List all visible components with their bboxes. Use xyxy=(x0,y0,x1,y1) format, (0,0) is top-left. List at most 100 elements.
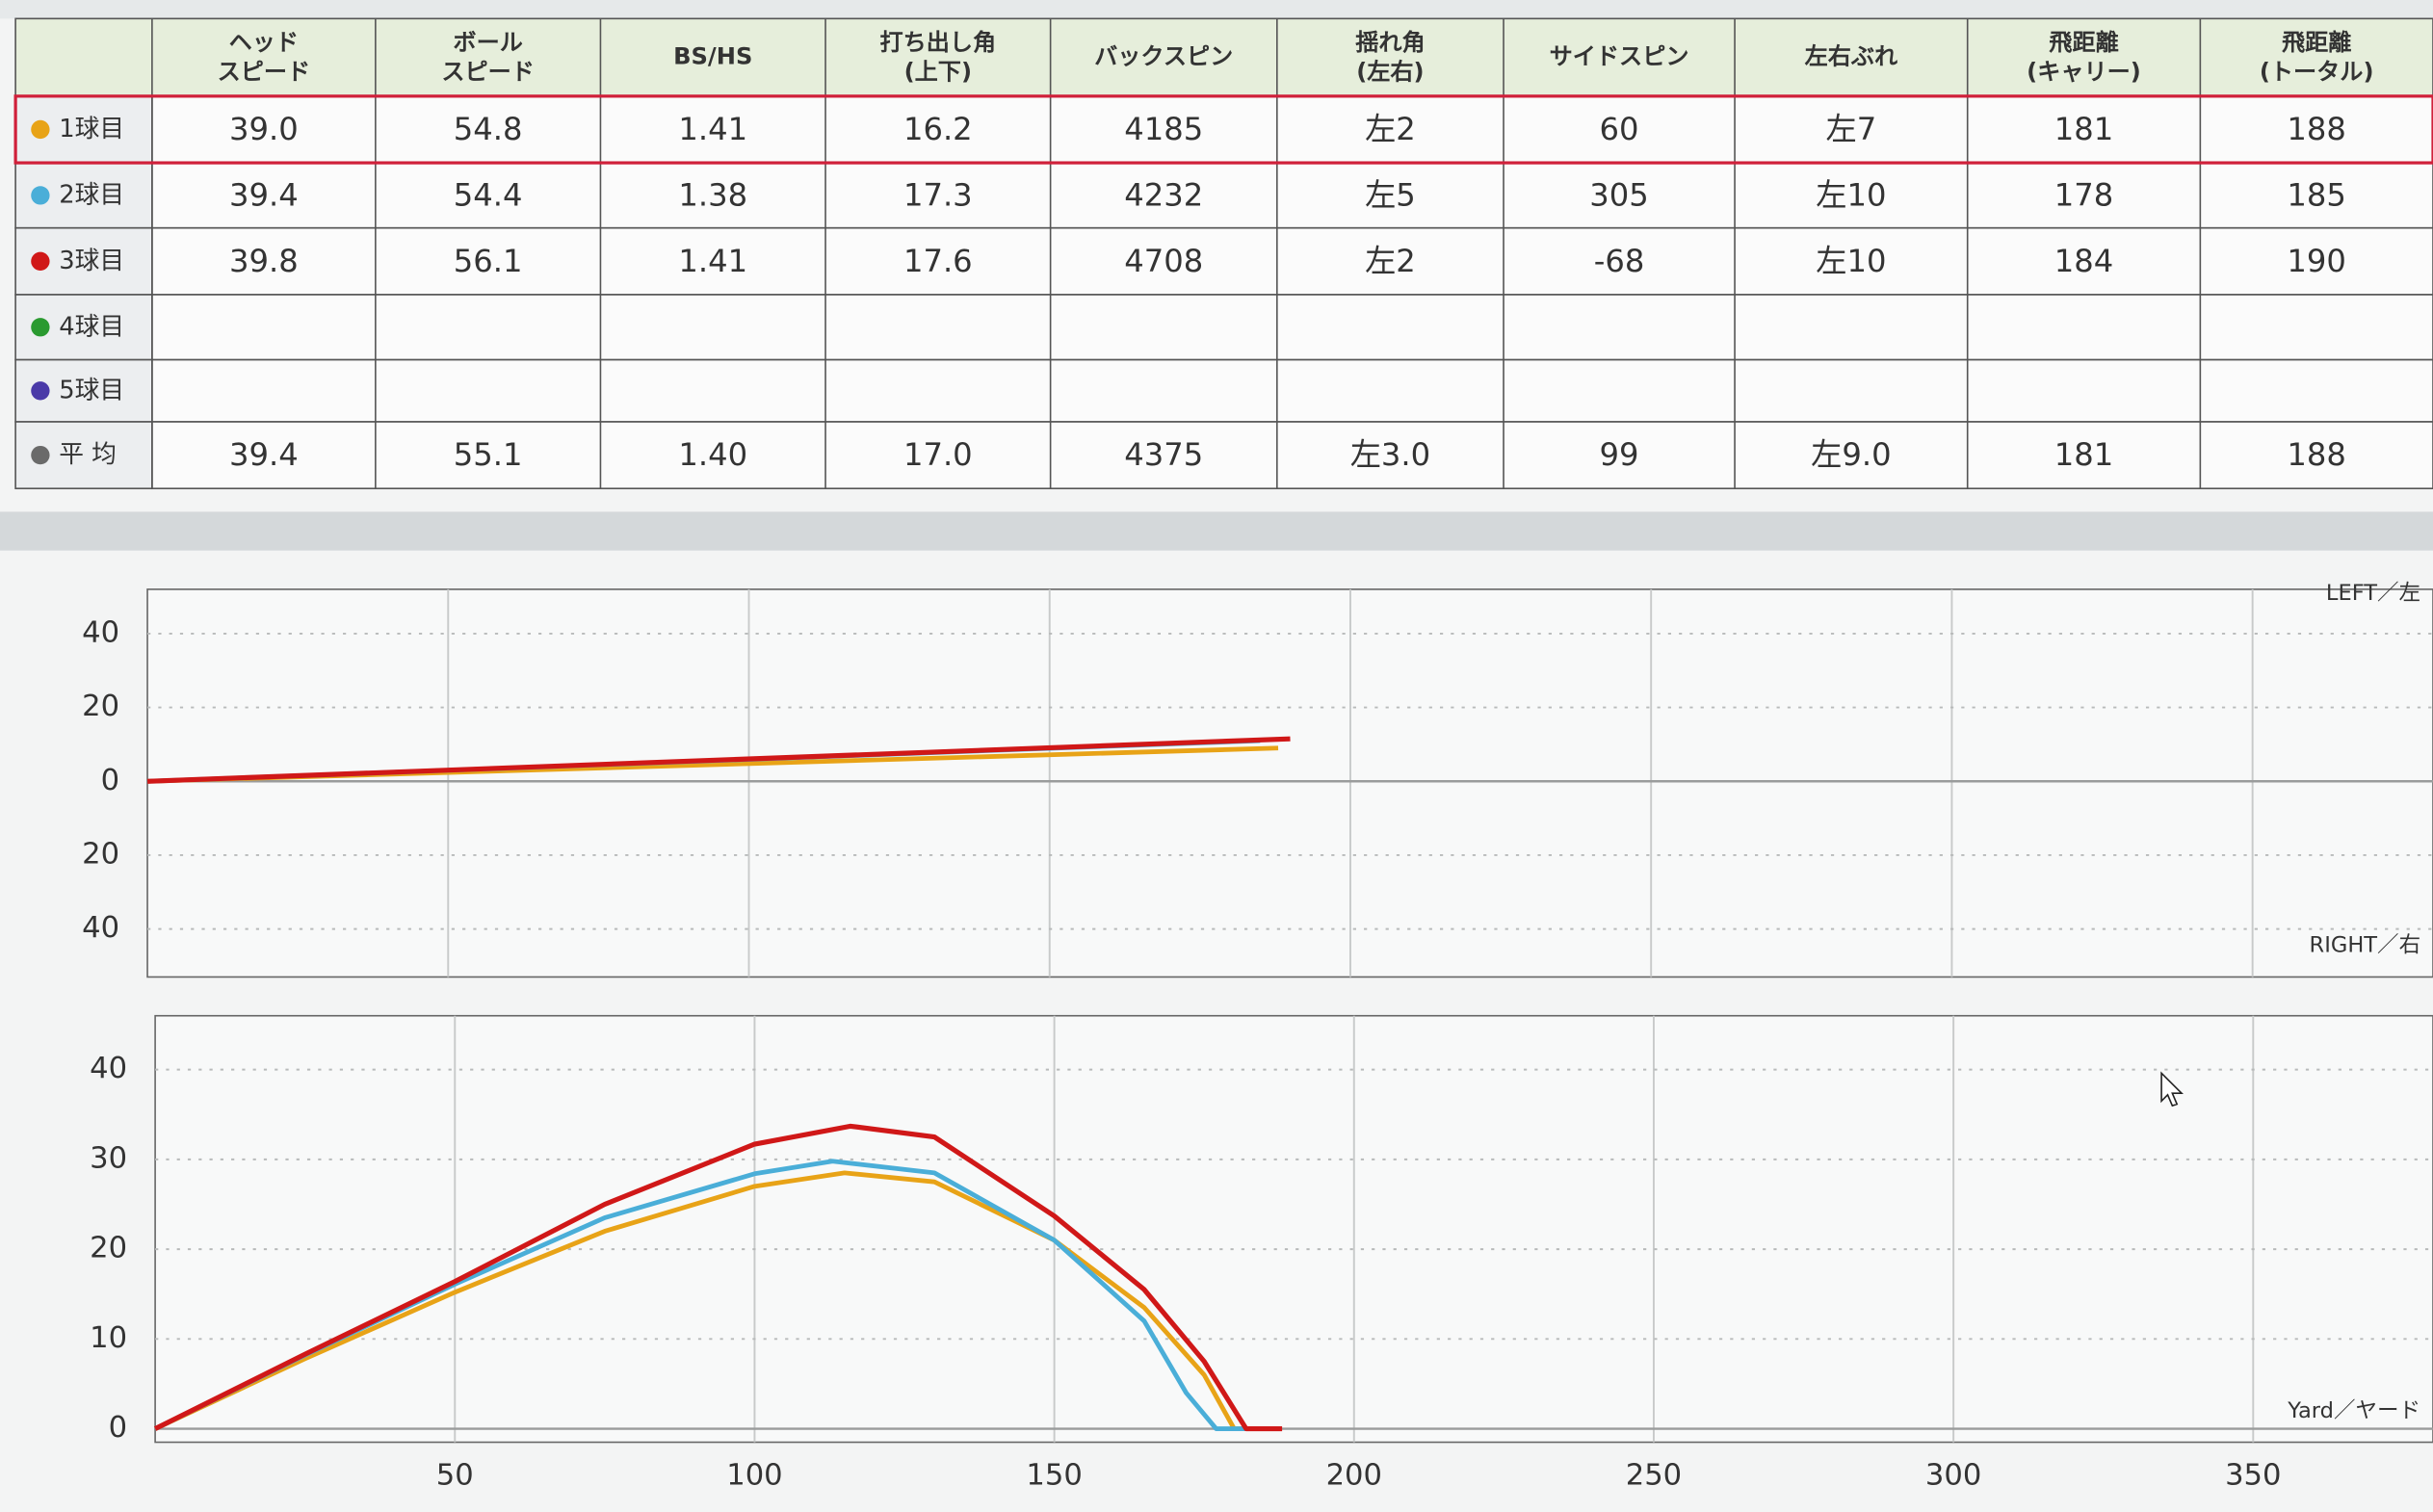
cell-value: 17.3 xyxy=(903,177,973,214)
top-band xyxy=(0,0,2433,19)
row-dot xyxy=(31,186,50,205)
column-header: (左右) xyxy=(1356,59,1424,86)
row-label: 5球目 xyxy=(59,376,124,404)
column-header: BS/HS xyxy=(673,43,752,70)
row-label: 2球目 xyxy=(59,180,124,209)
cell-value: 55.1 xyxy=(454,436,523,473)
side-view-plot xyxy=(154,1014,2433,1444)
cell-value: 1.40 xyxy=(678,436,747,473)
cell-value: -68 xyxy=(1594,243,1645,279)
cell-value: 左3.0 xyxy=(1350,436,1430,473)
cell-value: 4375 xyxy=(1124,436,1203,473)
column-header: 飛距離 xyxy=(2282,29,2351,56)
row-dot xyxy=(31,445,50,465)
row-dot xyxy=(31,119,50,140)
x-tick-label: 350 xyxy=(2225,1458,2281,1492)
row-dot xyxy=(31,318,50,337)
cell-value: 左10 xyxy=(1816,177,1886,214)
cell-value: 178 xyxy=(2054,177,2113,214)
x-tick-label: 50 xyxy=(436,1458,474,1492)
cell-value: 17.6 xyxy=(903,243,973,279)
column-header: 左右ぶれ xyxy=(1805,43,1898,70)
cell-value: 181 xyxy=(2054,436,2113,473)
column-header: 打ち出し角 xyxy=(879,29,996,56)
row-dot xyxy=(31,381,50,401)
y-tick-label: 30 xyxy=(90,1141,127,1175)
cell-value: 185 xyxy=(2287,177,2345,214)
column-header: スピード xyxy=(441,59,535,86)
column-header: (キャリー) xyxy=(2027,59,2141,86)
cell-value: 39.4 xyxy=(229,436,299,473)
top-view-plot xyxy=(146,588,2433,978)
x-tick-label: 250 xyxy=(1626,1458,1682,1492)
selected-row-frame xyxy=(13,94,2433,165)
cell-value: 188 xyxy=(2287,111,2345,147)
cell-value: 1.41 xyxy=(678,111,747,147)
cell-value: 16.2 xyxy=(903,111,973,147)
row-cells xyxy=(151,162,2433,229)
cell-value: 左2 xyxy=(1365,243,1416,279)
cell-value: 39.0 xyxy=(229,111,299,147)
trajectory-line xyxy=(146,736,1291,784)
cell-value: 56.1 xyxy=(454,243,523,279)
cell-value: 39.4 xyxy=(229,177,299,214)
column-header: バックスピン xyxy=(1094,43,1233,70)
column-header: ボール xyxy=(453,29,522,56)
row-label: 1球目 xyxy=(59,115,124,143)
row-label: 平 均 xyxy=(59,440,117,469)
cell-value: 4232 xyxy=(1124,177,1203,214)
trajectory-line xyxy=(154,1170,1252,1431)
axis-annotation: Yard／ヤード xyxy=(2287,1398,2420,1423)
cell-value: 184 xyxy=(2054,243,2113,279)
cell-value: 54.4 xyxy=(454,177,523,214)
x-tick-label: 300 xyxy=(1925,1458,1981,1492)
axis-annotation: RIGHT／右 xyxy=(2310,933,2421,958)
x-tick-label: 200 xyxy=(1326,1458,1382,1492)
row-label: 4球目 xyxy=(59,312,124,341)
cell-value: 190 xyxy=(2287,243,2345,279)
cell-value: 99 xyxy=(1600,436,1639,473)
cell-value: 60 xyxy=(1600,111,1639,147)
row-dot xyxy=(31,251,50,271)
row-cells xyxy=(151,358,2433,423)
cell-value: 188 xyxy=(2287,436,2345,473)
y-tick-label: 20 xyxy=(90,1232,127,1265)
cell-value: 54.8 xyxy=(454,111,523,147)
y-tick-label: 0 xyxy=(101,764,119,797)
cell-value: 1.38 xyxy=(678,177,747,214)
separator xyxy=(0,511,2433,551)
header-row xyxy=(14,17,2433,97)
column-header: (上下) xyxy=(904,59,972,86)
row-cells xyxy=(151,226,2433,296)
y-tick-label: 0 xyxy=(109,1411,127,1445)
row-cells xyxy=(151,421,2433,490)
column-header: 飛距離 xyxy=(2049,29,2118,56)
y-tick-label: 40 xyxy=(82,911,119,945)
cell-value: 左5 xyxy=(1365,177,1416,214)
column-header: (トータル) xyxy=(2260,59,2374,86)
x-tick-label: 100 xyxy=(726,1458,782,1492)
y-tick-label: 20 xyxy=(82,837,119,871)
x-tick-label: 150 xyxy=(1026,1458,1082,1492)
y-tick-label: 40 xyxy=(82,615,119,649)
y-tick-label: 20 xyxy=(82,690,119,723)
column-header: サイドスピン xyxy=(1550,43,1689,70)
cell-value: 4185 xyxy=(1124,111,1203,147)
cell-value: 1.41 xyxy=(678,243,747,279)
axis-annotation: LEFT／左 xyxy=(2326,581,2420,606)
cell-value: 左7 xyxy=(1826,111,1877,147)
cell-value: 305 xyxy=(1589,177,1648,214)
y-tick-label: 40 xyxy=(90,1052,127,1085)
cell-value: 39.8 xyxy=(229,243,299,279)
column-header: ヘッド xyxy=(229,29,299,56)
column-header: スピード xyxy=(218,59,311,86)
column-header: 揺れ角 xyxy=(1355,29,1425,56)
row-cells xyxy=(151,294,2433,361)
cell-value: 左10 xyxy=(1816,243,1886,279)
y-tick-label: 10 xyxy=(90,1321,127,1355)
trajectory-line xyxy=(153,1123,1283,1432)
cell-value: 181 xyxy=(2054,111,2113,147)
cell-value: 左2 xyxy=(1365,111,1416,147)
